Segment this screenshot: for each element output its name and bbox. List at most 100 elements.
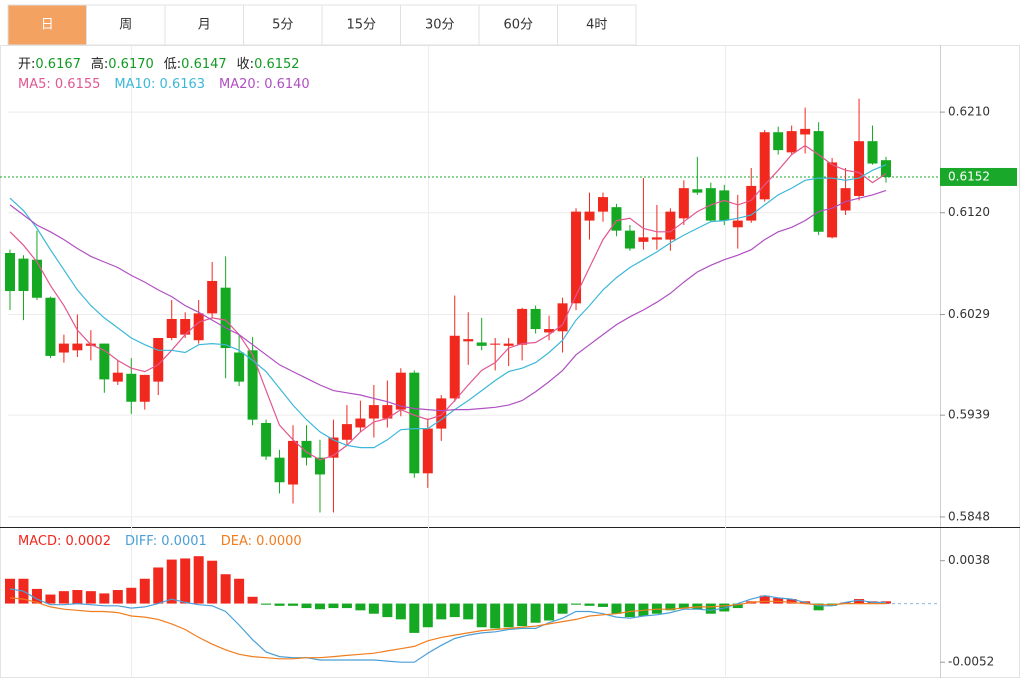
candle-body xyxy=(732,220,743,228)
macd-bar xyxy=(207,560,218,604)
legend: MA5: 0.6155 MA10: 0.6163 MA20: 0.6140 xyxy=(18,77,310,92)
candle-body xyxy=(651,237,662,240)
candle-body xyxy=(692,189,703,193)
macd-bar xyxy=(732,603,743,609)
macd-bar xyxy=(234,578,245,604)
tab-label[interactable]: 5分 xyxy=(272,18,293,33)
macd-bar xyxy=(261,603,272,605)
candle-body xyxy=(665,211,676,240)
candle-body xyxy=(746,185,757,221)
macd-bar xyxy=(247,596,258,604)
macd-bar xyxy=(193,556,204,604)
macd-bar xyxy=(395,603,406,620)
macd-bar xyxy=(584,603,595,606)
ma-line xyxy=(9,144,887,461)
candle-body xyxy=(5,253,15,292)
macd-bar xyxy=(517,603,528,627)
candle-body xyxy=(786,131,797,153)
tab[interactable] xyxy=(7,4,87,46)
macd-bar xyxy=(220,574,231,604)
tab-label[interactable]: 30分 xyxy=(425,18,455,33)
candle-body xyxy=(557,303,568,332)
candle-body xyxy=(126,373,137,402)
macd-bar xyxy=(813,603,824,611)
candle-body xyxy=(867,141,878,164)
macd-bar xyxy=(301,603,312,609)
ohlc-info: 开:0.6167 高:0.6170 低:0.6147 收:0.6152 xyxy=(18,56,300,72)
candle-body xyxy=(139,374,150,402)
candle-body xyxy=(584,211,595,221)
tab[interactable] xyxy=(557,4,637,46)
candle-body xyxy=(368,405,379,419)
tab-label[interactable]: 15分 xyxy=(346,18,376,33)
macd-bar xyxy=(99,593,110,604)
tab[interactable] xyxy=(321,4,401,46)
y-tick-label: 0.6029 xyxy=(948,307,990,321)
candle-body xyxy=(261,422,272,457)
macd-bar xyxy=(180,558,191,604)
candle-body xyxy=(773,132,784,151)
legend-entry: MA5: 0.6155 xyxy=(18,77,100,92)
candle-body xyxy=(813,131,824,232)
y-tick-label: 0.0038 xyxy=(948,553,990,567)
y-tick-label: 0.5939 xyxy=(948,408,990,422)
candle-body xyxy=(544,329,555,333)
candle-body xyxy=(881,160,892,177)
tab[interactable] xyxy=(86,4,166,46)
tab-label[interactable]: 4时 xyxy=(586,18,607,33)
macd-bar xyxy=(786,599,797,604)
candle-body xyxy=(99,343,110,380)
tab-label[interactable]: 月 xyxy=(198,18,211,33)
candle-body xyxy=(449,335,460,399)
macd-bar xyxy=(153,567,164,604)
macd-bar xyxy=(58,591,69,604)
candle-body xyxy=(840,188,851,211)
y-tick-label: -0.0052 xyxy=(948,655,994,669)
candle-body xyxy=(422,428,433,474)
macd-bar xyxy=(422,603,433,628)
candle-body xyxy=(288,440,299,485)
y-tick-label: 0.5848 xyxy=(948,509,990,523)
candle-body xyxy=(153,338,164,382)
candle-body xyxy=(597,197,608,212)
macd-bar xyxy=(288,603,299,606)
candle-body xyxy=(45,297,56,356)
candle-body xyxy=(112,372,123,382)
candle-body xyxy=(180,318,191,335)
candle-body xyxy=(207,280,218,314)
tab[interactable] xyxy=(164,4,244,46)
candle-body xyxy=(759,132,770,200)
tab[interactable] xyxy=(400,4,480,46)
legend-entry: MA10: 0.6163 xyxy=(114,77,205,92)
macd-bar xyxy=(490,603,501,629)
info-value: 0.6170 xyxy=(108,57,154,72)
legend-entry: MA20: 0.6140 xyxy=(219,77,310,92)
tab[interactable] xyxy=(478,4,558,46)
macd-bar xyxy=(341,603,352,609)
tab-label[interactable]: 周 xyxy=(119,18,132,33)
candle-body xyxy=(72,343,83,351)
macd-bar xyxy=(85,591,96,604)
candle-body xyxy=(382,405,393,419)
macd-bar xyxy=(557,603,568,614)
candle-body xyxy=(517,308,528,345)
macd-bar xyxy=(759,595,770,604)
macd-bar xyxy=(409,603,420,633)
macd-bar xyxy=(449,603,460,618)
tab-label[interactable]: 60分 xyxy=(503,18,533,33)
info-label: 开: xyxy=(18,57,35,72)
macd-bar xyxy=(382,603,393,618)
candle-body xyxy=(854,141,865,196)
tab-label[interactable]: 日 xyxy=(41,18,54,33)
macd-bar xyxy=(544,603,555,621)
candle-body xyxy=(220,287,231,349)
legend: MACD: 0.0002 DIFF: 0.0001 DEA: 0.0000 xyxy=(18,534,302,549)
candle-body xyxy=(328,437,339,458)
macd-bar xyxy=(5,578,15,604)
candle-body xyxy=(18,258,29,292)
candle-body xyxy=(638,237,649,242)
candle-body xyxy=(395,372,406,410)
candle-body xyxy=(301,440,312,458)
